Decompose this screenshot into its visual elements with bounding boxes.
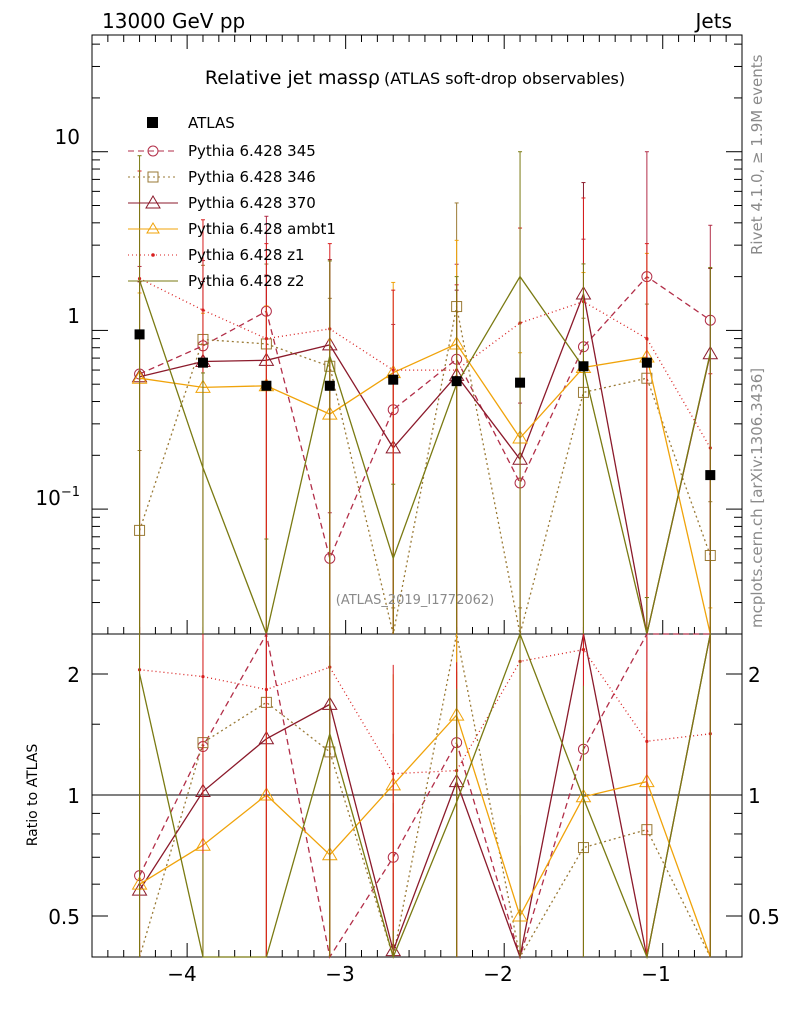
beam-label: 13000 GeV pp <box>102 9 245 33</box>
ratio-tick-label-2-left: 2 <box>67 663 80 687</box>
ratio-line-0 <box>139 632 711 960</box>
x-tick-label--3: −3 <box>325 962 354 986</box>
ratio-tick-label-1-left: 1 <box>67 784 80 808</box>
series-3 <box>131 239 713 635</box>
legend-label-ambt1: Pythia 6.428 ambt1 <box>188 220 336 238</box>
ratio-tick-label-2-right: 2 <box>748 663 761 687</box>
ratio-point <box>581 648 586 652</box>
series-line-0 <box>139 275 711 561</box>
atlas-data-layer <box>134 329 716 481</box>
legend-label-346: Pythia 6.428 346 <box>188 168 316 186</box>
legend: ATLAS Pythia 6.428 345 Pythia 6.428 346 … <box>128 114 336 290</box>
process-label: Jets <box>694 9 732 33</box>
series-point <box>645 336 649 341</box>
ratio-tick-label-1-right: 1 <box>748 784 761 808</box>
series-point <box>264 336 268 341</box>
series-4 <box>137 170 713 634</box>
ratio-point <box>645 739 649 743</box>
atlas-data-point <box>197 357 208 368</box>
ratio-point <box>264 687 268 692</box>
series-5 <box>137 151 713 637</box>
series-line-1 <box>138 306 711 635</box>
ratio-line-5 <box>138 632 711 960</box>
analysis-watermark: (ATLAS_2019_I1772062) <box>336 593 494 608</box>
x-tick-label--1: −1 <box>641 962 670 986</box>
ratio-layer <box>131 632 712 960</box>
atlas-data-point <box>515 377 526 388</box>
axis-ticks <box>91 35 742 957</box>
atlas-data-point <box>261 380 272 391</box>
y-tick-label-0.1: 10−1 <box>35 485 80 510</box>
ratio-point <box>201 675 205 679</box>
x-tick-label--2: −2 <box>483 962 512 986</box>
ratio-tick-label-0.5-left: 0.5 <box>48 905 80 929</box>
atlas-data-point <box>705 470 716 481</box>
mcplots-label: mcplots.cern.ch [arXiv:1306.3436] <box>748 368 766 628</box>
atlas-data-point <box>388 374 399 385</box>
legend-label-z1: Pythia 6.428 z1 <box>188 246 305 264</box>
atlas-data-point <box>578 361 589 372</box>
series-line-4 <box>139 278 711 449</box>
ratio-point <box>391 772 395 776</box>
ratio-tick-label-0.5-right: 0.5 <box>748 905 780 929</box>
series-line-2 <box>139 291 711 635</box>
ratio-line-1 <box>138 633 711 959</box>
legend-marker-ambt1 <box>146 222 160 234</box>
rivet-version-label: Rivet 4.1.0, ≥ 1.9M events <box>748 54 766 255</box>
legend-label-atlas: ATLAS <box>188 114 235 132</box>
atlas-data-point <box>451 376 462 387</box>
legend-marker-346 <box>147 171 159 183</box>
ratio-line-3 <box>139 713 711 958</box>
atlas-data-point <box>134 329 145 340</box>
legend-marker-345 <box>147 145 159 157</box>
atlas-data-point <box>641 357 652 368</box>
series-1 <box>134 202 716 635</box>
ratio-line-2 <box>139 633 711 960</box>
ratio-series-5 <box>138 632 711 960</box>
y-tick-label-1: 1 <box>67 304 80 328</box>
legend-label-370: Pythia 6.428 370 <box>188 194 316 212</box>
chart-subtitle: (ATLAS soft-drop observables) <box>384 69 625 88</box>
series-point <box>391 368 395 372</box>
series-point <box>201 308 205 312</box>
legend-marker-atlas <box>147 117 158 128</box>
series-line-3 <box>139 343 711 635</box>
chart-title: Relative jet massρ <box>205 67 380 89</box>
y-tick-label-10: 10 <box>55 125 80 149</box>
series-line-5 <box>138 275 711 637</box>
series-layer <box>131 151 719 637</box>
legend-marker-370 <box>145 195 161 209</box>
x-tick-label--4: −4 <box>167 962 196 986</box>
ratio-y-axis-label: Ratio to ATLAS <box>25 744 41 847</box>
legend-label-345: Pythia 6.428 345 <box>188 142 316 160</box>
ratio-line-4 <box>139 648 711 775</box>
legend-marker-z1 <box>151 253 155 257</box>
legend-label-z2: Pythia 6.428 z2 <box>188 272 305 290</box>
atlas-data-point <box>324 380 335 391</box>
